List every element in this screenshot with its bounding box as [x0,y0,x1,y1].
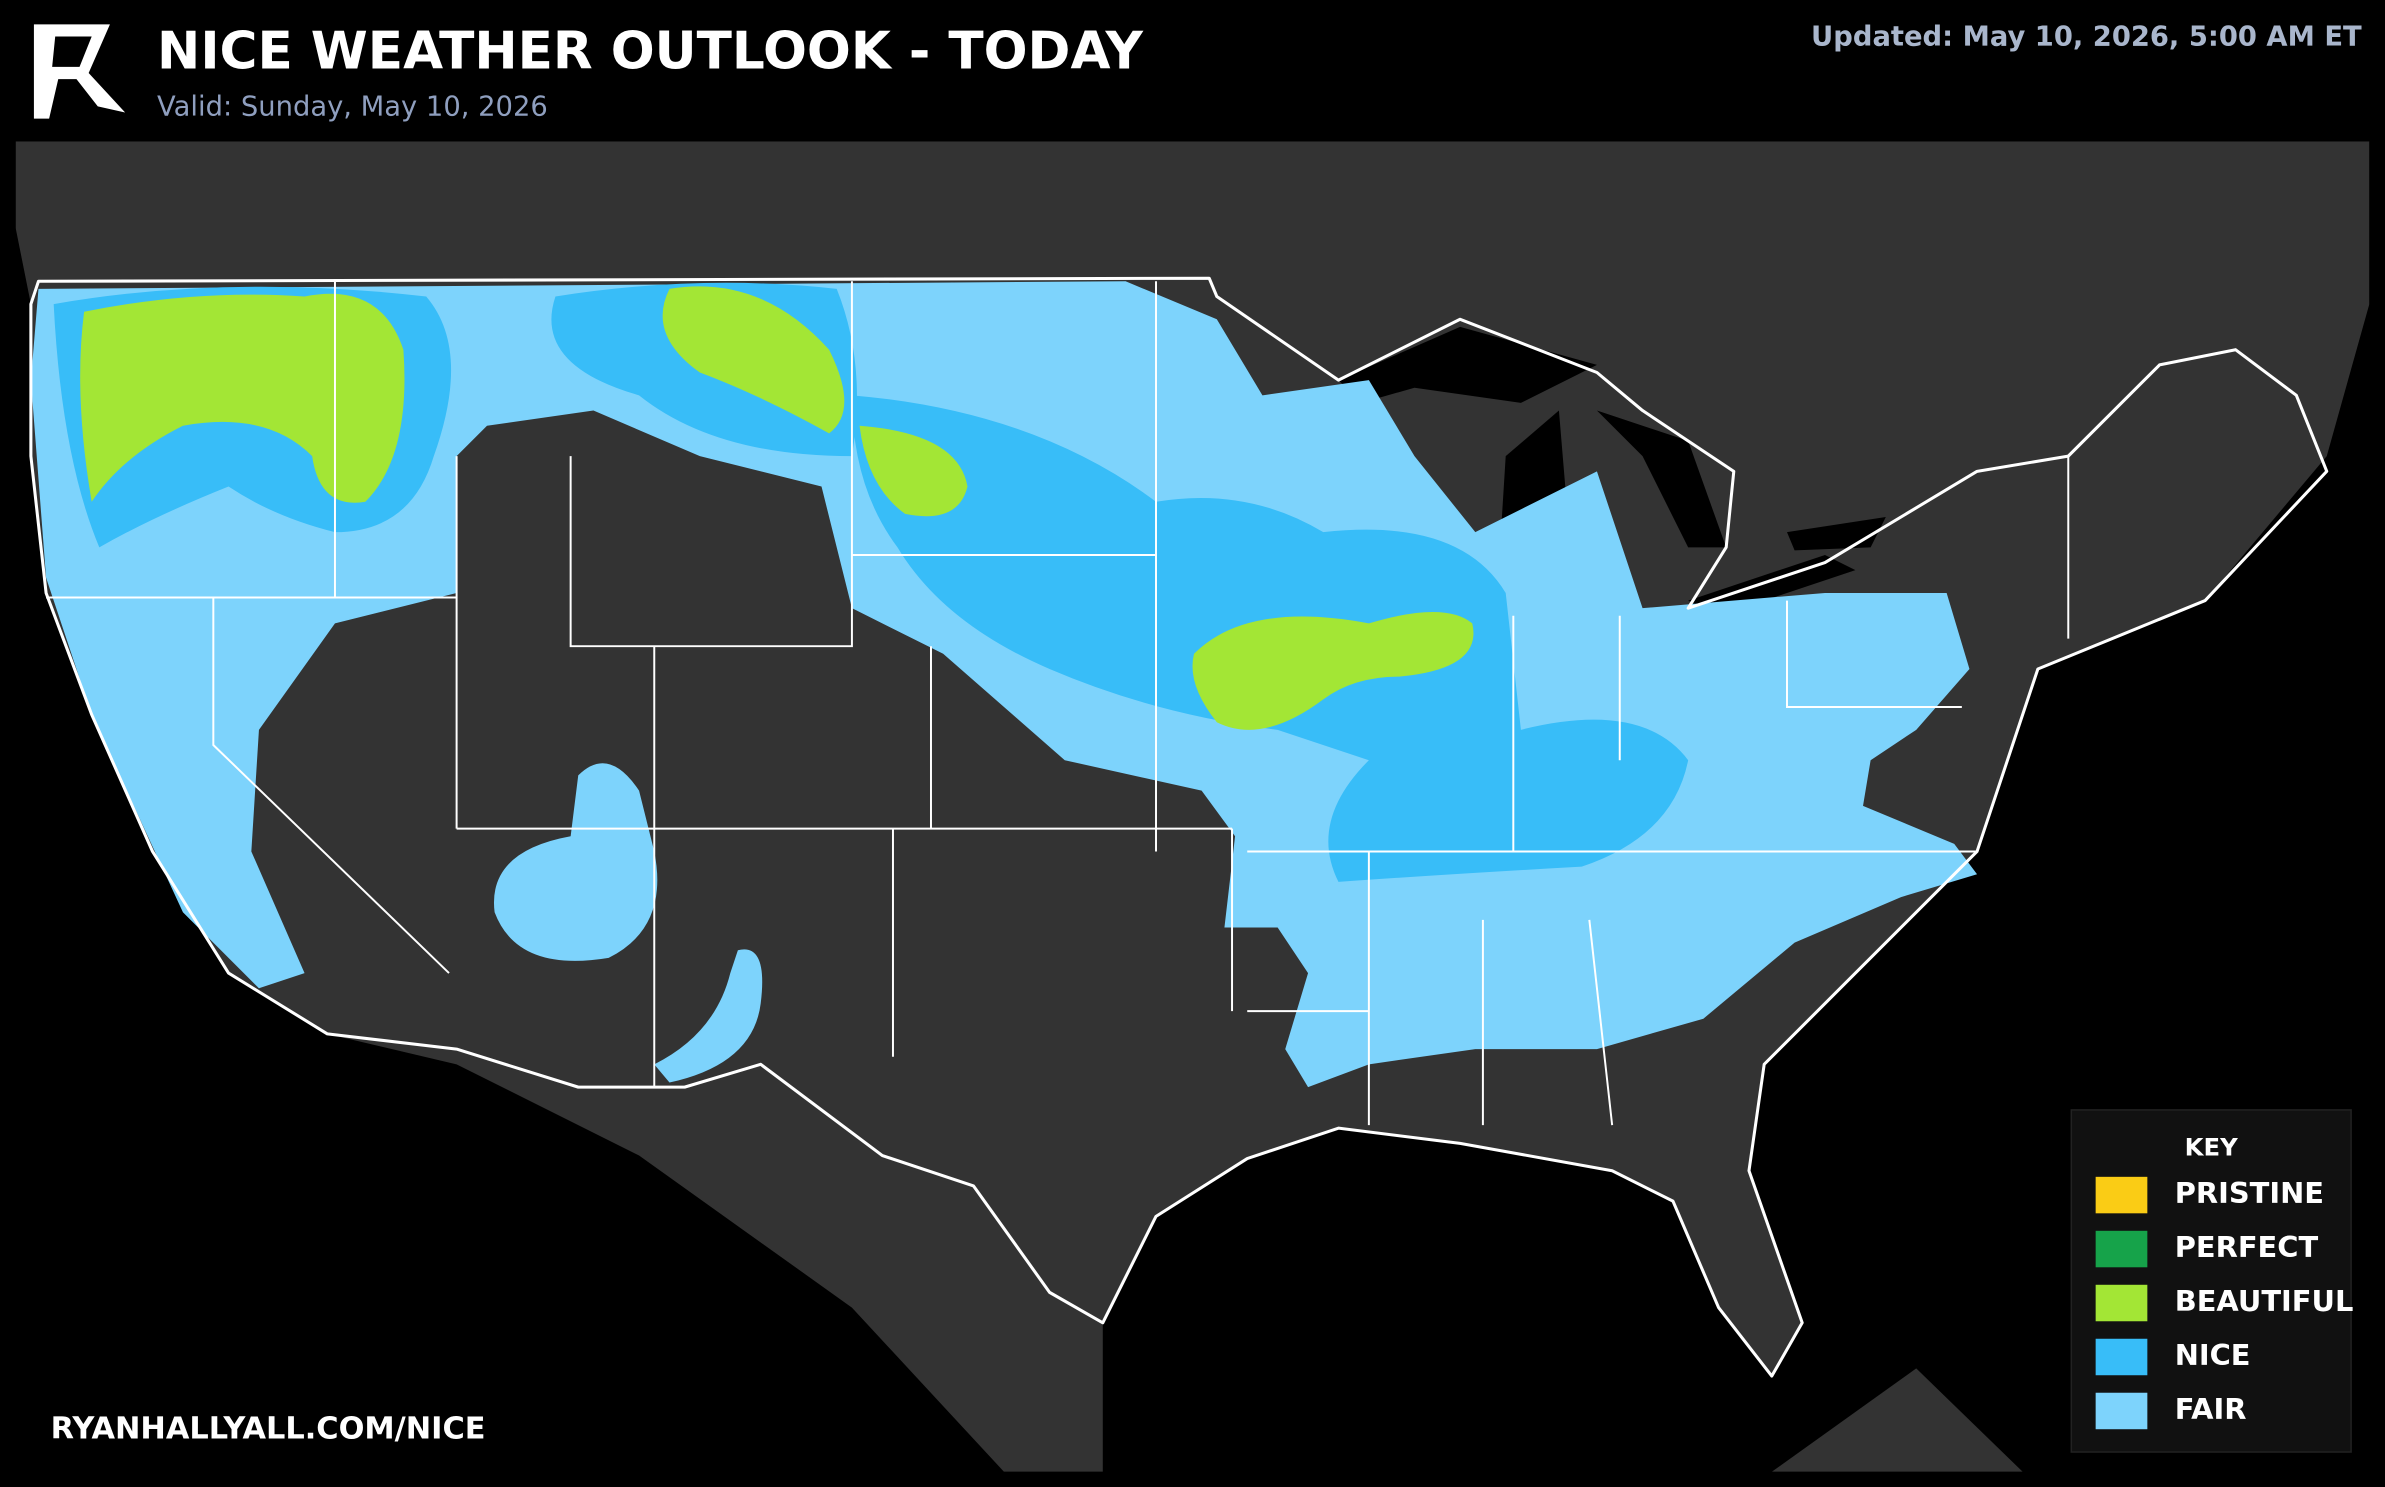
beautiful-area [859,425,968,517]
legend: KEY PRISTINE PERFECT BEAUTIFUL NICE FAIR [2070,1109,2354,1453]
land [15,141,2370,1472]
legend-label: NICE [2175,1338,2251,1372]
legend-label: PRISTINE [2175,1176,2324,1210]
logo-mark [33,24,126,119]
beautiful-area [80,293,405,503]
beautiful-area [662,286,845,434]
title: NICE WEATHER OUTLOOK - TODAY [157,21,1143,81]
cuba [1771,1368,2023,1472]
state-lines [46,281,2070,1126]
fair-area [654,949,763,1083]
state-line [46,281,2070,1126]
beautiful-area [1192,611,1474,730]
legend-swatch [2095,1338,2148,1376]
lake-erie [1688,554,1856,616]
logo [33,24,126,119]
legend-label: BEAUTIFUL [2175,1284,2354,1318]
map [15,141,2370,1472]
valid-date: Valid: Sunday, May 10, 2026 [157,92,548,123]
legend-label: FAIR [2175,1392,2247,1426]
website: RYANHALLYALL.COM/NICE [51,1411,486,1446]
updated-time: Updated: May 10, 2026, 5:00 AM ET [1811,22,2362,53]
us-border [29,276,2329,1378]
fair-area [493,763,658,961]
legend-swatch [2095,1284,2148,1322]
fair-area [30,281,1978,1088]
legend-swatch [2095,1392,2148,1430]
lake-superior [1338,326,1597,403]
legend-label: PERFECT [2175,1230,2319,1264]
legend-swatch [2095,1176,2148,1214]
legend-swatch [2095,1230,2148,1268]
legend-title: KEY [2185,1133,2238,1162]
lake-huron [1596,410,1727,548]
